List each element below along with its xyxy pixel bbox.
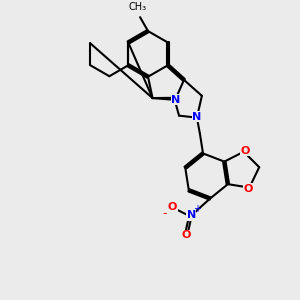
Text: O: O <box>182 230 191 240</box>
Text: N: N <box>187 210 196 220</box>
Text: O: O <box>240 146 250 156</box>
Text: N: N <box>172 95 181 105</box>
Text: -: - <box>162 207 167 220</box>
Text: N: N <box>192 112 202 122</box>
Text: O: O <box>244 184 253 194</box>
Text: O: O <box>168 202 177 212</box>
Text: CH₃: CH₃ <box>128 2 146 12</box>
Text: +: + <box>193 204 201 214</box>
